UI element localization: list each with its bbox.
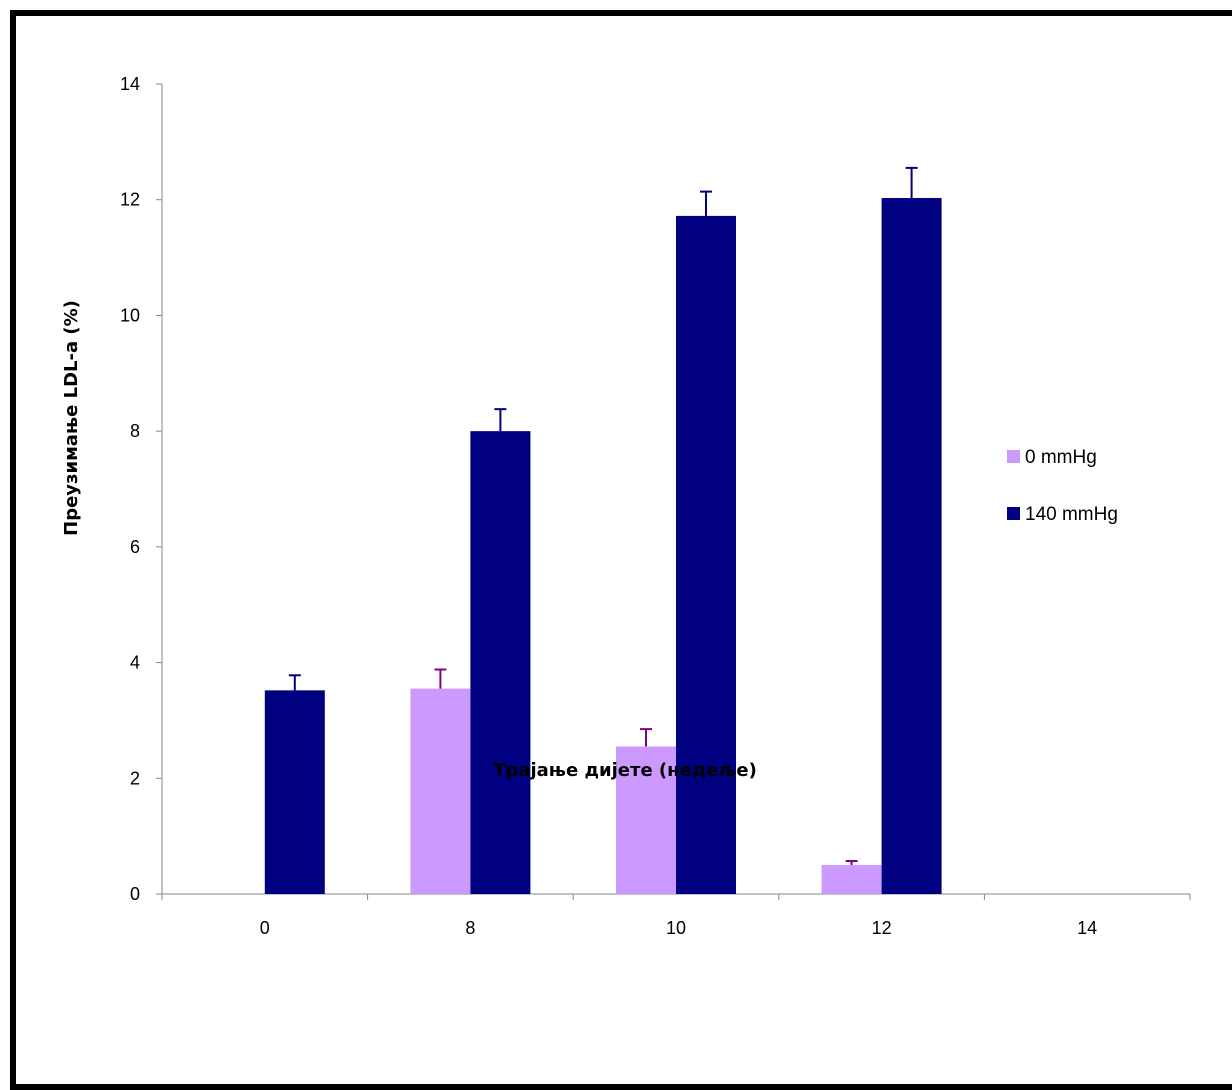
- bar-0-mmhg-12: [821, 865, 882, 894]
- y-axis-title: Преузимање LDL-а (%): [61, 300, 82, 536]
- x-tick-label: 8: [465, 918, 475, 938]
- x-tick-label: 14: [1077, 918, 1097, 938]
- y-tick-label: 12: [120, 190, 140, 210]
- y-tick-label: 4: [130, 653, 140, 673]
- y-tick-label: 6: [130, 537, 140, 557]
- x-tick-label: 0: [260, 918, 270, 938]
- bars: [264, 197, 942, 894]
- error-bars: [288, 166, 918, 866]
- y-tick-label: 8: [130, 421, 140, 441]
- x-axis-title: Трајање дијете (недеље): [493, 760, 757, 781]
- legend-label: 140 mmHg: [1025, 504, 1118, 525]
- y-tick-label: 2: [130, 768, 140, 788]
- y-tick-label: 14: [120, 74, 140, 94]
- legend: 0 mmHg 140 mmHg: [1007, 447, 1118, 525]
- bar-0-mmhg-10: [616, 746, 676, 894]
- chart-frame: [10, 10, 1232, 1090]
- bar-140-mmhg-0: [264, 690, 325, 894]
- bar-0-mmhg-8: [410, 688, 471, 894]
- tick-labels: 0 2 4 6 8 10 12 14 0 8 10 12 14: [120, 74, 1097, 938]
- legend-label: 0 mmHg: [1025, 447, 1097, 468]
- x-tick-label: 12: [872, 918, 892, 938]
- bar-140-mmhg-10: [676, 215, 736, 894]
- bar-140-mmhg-12: [881, 197, 942, 894]
- y-tick-label: 10: [120, 305, 140, 325]
- y-tick-label: 0: [130, 884, 140, 904]
- x-tick-label: 10: [666, 918, 686, 938]
- legend-swatch: [1007, 507, 1020, 520]
- bar-140-mmhg-8: [470, 431, 531, 894]
- legend-swatch: [1007, 450, 1020, 463]
